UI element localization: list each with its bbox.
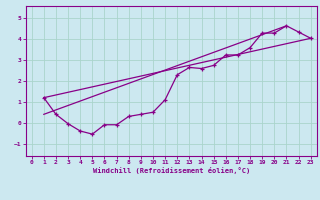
X-axis label: Windchill (Refroidissement éolien,°C): Windchill (Refroidissement éolien,°C) (92, 167, 250, 174)
